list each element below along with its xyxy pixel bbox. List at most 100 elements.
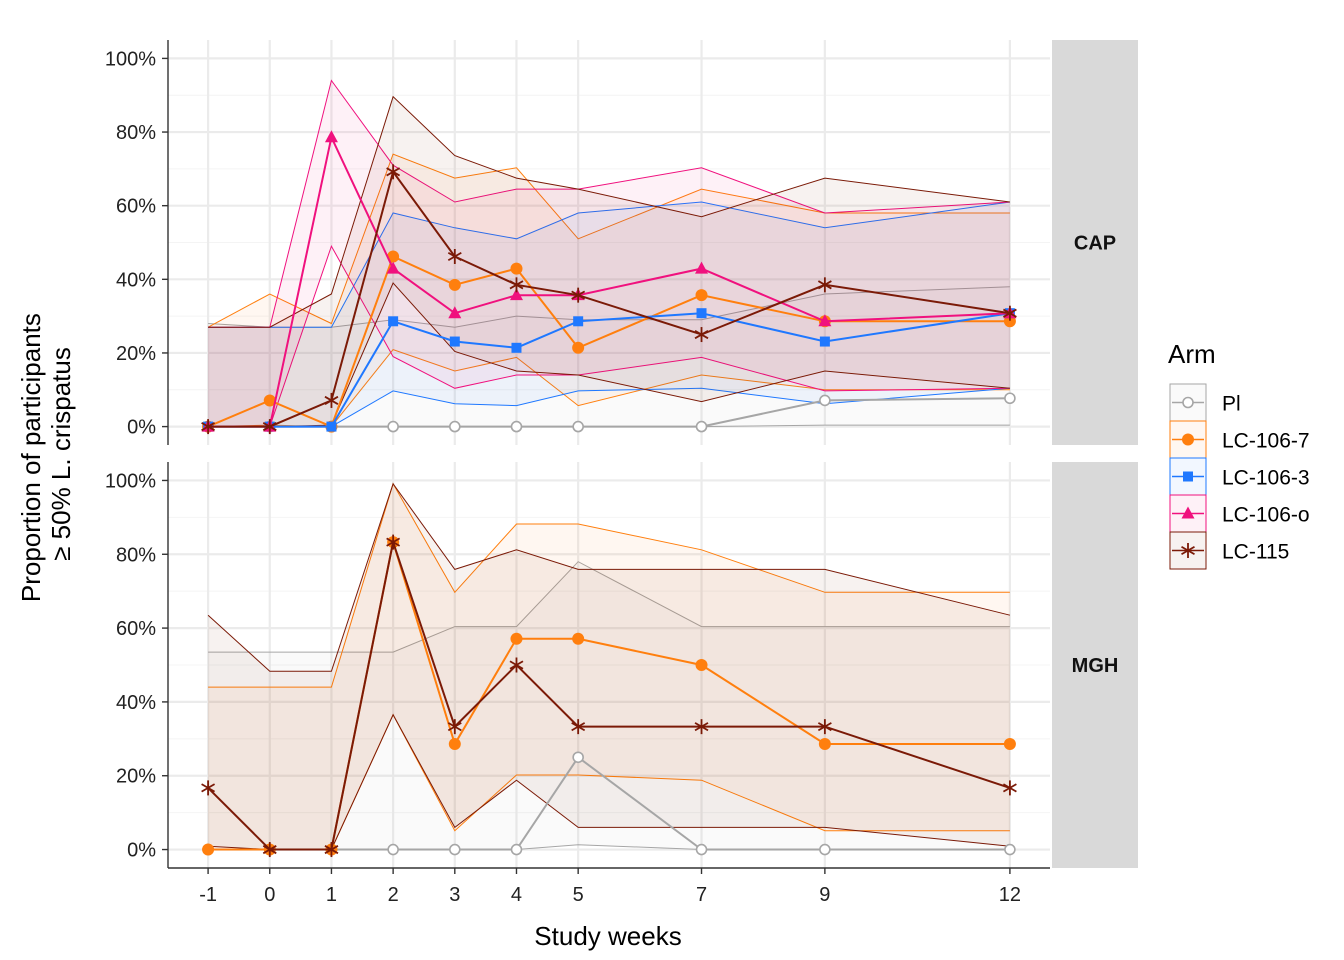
ribbon-lc-106-3	[208, 202, 1010, 427]
data-point	[510, 420, 523, 433]
data-point	[572, 341, 585, 354]
data-point	[817, 719, 832, 735]
data-point	[447, 719, 462, 735]
legend-label: LC-106-3	[1222, 467, 1310, 490]
data-point	[1004, 843, 1016, 856]
data-point	[324, 392, 339, 408]
data-point	[448, 306, 462, 319]
data-point	[201, 780, 216, 796]
data-point	[694, 719, 709, 735]
y-tick-label: 0%	[127, 417, 156, 439]
data-point	[572, 420, 584, 433]
data-point	[510, 632, 523, 645]
legend-label: LC-115	[1222, 541, 1289, 564]
data-point	[509, 288, 523, 301]
y-tick-label: 100%	[105, 48, 156, 70]
axes: 0% 20% 40% 60% 80% 100% 0% 20% 40% 60% 80% 100% -1 0 1…	[105, 40, 1050, 906]
legend-title: Arm	[1168, 339, 1216, 369]
ribbon-upper-lc-106-7	[207, 153, 1010, 328]
ribbon-pl	[208, 561, 1010, 850]
data-point	[695, 659, 708, 671]
x-tick-label: 2	[388, 884, 399, 906]
legend-key-marker	[1181, 506, 1195, 519]
series-line-lc-106-o	[208, 134, 1010, 428]
data-point	[573, 316, 584, 327]
legend-key-marker	[1181, 543, 1195, 558]
x-axis-title: Study weeks	[534, 921, 681, 951]
data-point	[262, 419, 277, 435]
ribbon-lower-lc-106-o	[208, 244, 1010, 428]
legend-key-marker	[1182, 396, 1194, 409]
x-tick-label: 12	[999, 884, 1021, 906]
data-point	[510, 843, 523, 856]
legend-entry-lc-106-7: LC-106-7	[1169, 420, 1310, 459]
data-point	[510, 262, 523, 275]
y-tick-label: 80%	[116, 544, 156, 566]
legend-key-marker	[1183, 471, 1193, 482]
ribbon-lc-115	[208, 483, 1010, 850]
data-point	[324, 842, 339, 858]
data-point	[509, 657, 524, 673]
data-point	[1002, 305, 1017, 321]
data-point	[1003, 737, 1016, 750]
data-point	[1002, 780, 1017, 796]
y-tick-label: 40%	[116, 692, 156, 714]
strip-cap	[1052, 40, 1138, 445]
x-tick-label: 3	[449, 884, 460, 906]
y-tick-label: 0%	[127, 840, 156, 862]
data-point	[571, 719, 586, 735]
data-point	[388, 316, 399, 327]
series-lc-115	[201, 164, 1017, 435]
data-point	[695, 261, 709, 274]
data-point	[817, 277, 832, 293]
y-tick-label: 20%	[116, 766, 156, 788]
y-axis-title-line-2: ≥ 50% L. crispatus	[46, 347, 76, 561]
grid	[168, 40, 1050, 445]
series-line-lc-115	[207, 538, 1011, 851]
data-point	[696, 308, 707, 319]
ribbon-upper-lc-106-7	[208, 482, 1010, 688]
y-tick-label: 80%	[116, 122, 156, 144]
data-point	[386, 534, 401, 550]
y-tick-label: 60%	[116, 618, 156, 640]
x-tick-label: 7	[696, 884, 707, 906]
legend-label: LC-106-7	[1222, 430, 1310, 453]
data-point	[819, 843, 831, 856]
data-point	[263, 394, 276, 407]
ribbon-upper-lc-115	[208, 95, 1010, 328]
panel-mgh: MGH	[168, 462, 1138, 868]
data-point	[449, 336, 460, 347]
legend-label: Pl	[1222, 393, 1241, 416]
data-point	[571, 287, 586, 303]
data-point	[818, 737, 831, 750]
y-tick-label: 40%	[116, 269, 156, 291]
ribbon-upper-lc-115	[207, 482, 1011, 672]
x-tick-label: 1	[326, 884, 337, 906]
ribbon-upper-lc-106-o	[208, 79, 1010, 328]
data-point	[695, 843, 708, 856]
y-tick-label: 20%	[116, 343, 156, 365]
y-tick-label: 100%	[105, 470, 156, 492]
data-point	[449, 420, 461, 433]
y-axis-title: Proportion of participants ≥ 50% L. cris…	[16, 306, 76, 602]
strip-label: CAP	[1074, 233, 1116, 255]
legend-entry-pl: Pl	[1169, 383, 1241, 422]
strip-label: MGH	[1072, 655, 1119, 677]
data-point	[818, 314, 832, 327]
legend-entry-lc-106-o: LC-106-o	[1169, 494, 1310, 533]
data-point	[694, 327, 709, 343]
data-point	[509, 277, 524, 293]
data-point	[262, 842, 277, 858]
series-line-lc-106-3	[208, 312, 1011, 428]
data-point	[387, 250, 400, 263]
legend-key-marker	[1182, 433, 1194, 446]
legend: Arm Pl LC-106-7 LC-106-3 LC-106-o LC-115	[1168, 339, 1310, 570]
panels: CAP MGH	[168, 40, 1138, 868]
ribbon-lc-115	[208, 96, 1010, 427]
ribbon-lc-106-7	[208, 483, 1010, 850]
panel-cap: CAP	[168, 40, 1138, 445]
data-point	[386, 261, 400, 274]
ribbon-lc-106-o	[208, 80, 1010, 427]
data-point	[572, 632, 585, 645]
